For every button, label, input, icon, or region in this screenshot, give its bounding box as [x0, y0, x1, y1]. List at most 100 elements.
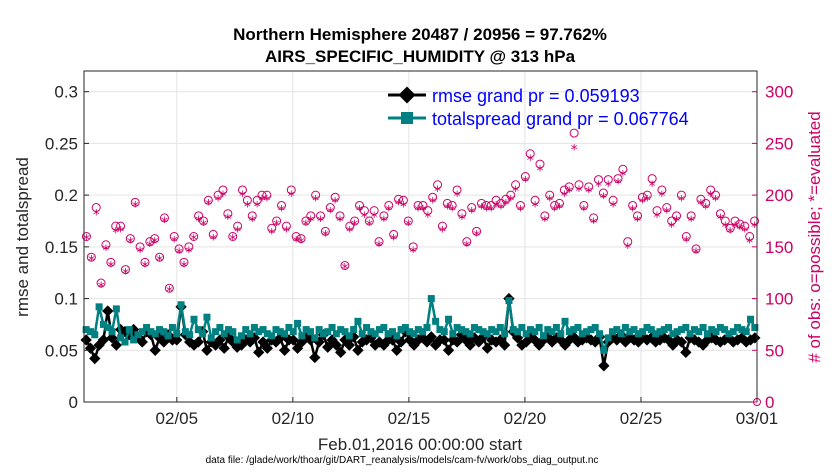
spread-point: [621, 324, 629, 332]
spread-point: [496, 324, 504, 332]
spread-point: [259, 326, 267, 334]
obs-possible-point: [701, 198, 711, 208]
obs-possible-point: [491, 195, 501, 205]
obs-possible-point: [613, 174, 623, 184]
obs-possible-point: [106, 257, 116, 267]
spread-point: [332, 330, 340, 338]
obs-possible-point: [486, 200, 496, 210]
obs-possible-point: [574, 180, 584, 190]
obs-possible-point: [291, 232, 301, 241]
left-axis-ticks: 0 0.05 0.1 0.15 0.2 0.25 0.3: [45, 83, 89, 412]
obs-possible-point: [589, 213, 599, 223]
obs-evaluated-point: *: [215, 193, 222, 209]
obs-evaluated-point: *: [219, 189, 226, 205]
rmse-point: [218, 342, 230, 354]
spread-point: [341, 328, 349, 336]
obs-possible-point: [179, 257, 189, 267]
chart-title-line1: Northern Hemisphere 20487 / 20956 = 97.7…: [233, 25, 607, 44]
chart-title-line2: AIRS_SPECIFIC_HUMIDITY @ 313 hPa: [265, 47, 576, 66]
obs-possible-point: [233, 221, 243, 231]
rmse-point: [464, 339, 476, 351]
obs-evaluated-point: *: [727, 225, 734, 241]
left-tick-label: 0.05: [45, 341, 78, 360]
obs-possible-point: [242, 195, 252, 205]
obs-possible-point: [584, 182, 594, 192]
obs-possible-point: [150, 234, 160, 244]
obs-evaluated-point: *: [83, 233, 90, 249]
obs-possible-point: [320, 226, 330, 236]
spread-point: [371, 330, 379, 338]
obs-possible-point: [735, 219, 745, 229]
rmse-point: [451, 336, 463, 348]
legend-rmse-label: rmse grand pr = 0.059193: [432, 86, 640, 106]
rmse-point: [287, 334, 299, 346]
obs-possible-point: [350, 216, 360, 226]
obs-possible-point: [111, 221, 121, 231]
obs-possible-point: [564, 182, 574, 192]
obs-evaluated-point: *: [561, 189, 568, 205]
obs-evaluated-point: *: [536, 163, 543, 179]
obs-possible-point: [520, 172, 530, 182]
right-tick-label: 100: [765, 290, 793, 309]
spread-point: [367, 328, 375, 336]
obs-evaluated-point: *: [551, 204, 558, 220]
obs-possible-point: [159, 213, 169, 223]
spread-point: [747, 315, 755, 323]
spread-point: [596, 330, 604, 338]
spread-point: [410, 330, 418, 338]
obs-possible-point: [189, 232, 199, 241]
spread-point: [363, 324, 371, 332]
spread-point: [401, 324, 409, 332]
spread-point: [91, 331, 99, 339]
obs-evaluated-point: *: [419, 204, 426, 220]
obs-possible-point: [237, 185, 247, 195]
obs-possible-point: [623, 237, 633, 247]
obs-evaluated-point: *: [224, 212, 231, 228]
spread-point: [639, 328, 647, 336]
obs-possible-point: [642, 190, 652, 200]
obs-evaluated-point: *: [146, 239, 153, 255]
spread-point: [246, 330, 254, 338]
spread-point: [319, 330, 327, 338]
obs-possible-point: [101, 240, 111, 250]
spread-point: [690, 326, 698, 334]
obs-evaluated-point: *: [137, 245, 144, 261]
obs-possible-point: [628, 200, 638, 210]
rmse-point: [352, 344, 364, 356]
spread-point: [285, 324, 293, 332]
spread-point: [475, 326, 483, 334]
spread-point: [380, 324, 388, 332]
x-tick-label: 02/25: [620, 409, 663, 428]
obs-evaluated-point: *: [580, 204, 587, 220]
spread-point: [613, 326, 621, 334]
obs-evaluated-point: *: [712, 193, 719, 209]
obs-evaluated-point: *: [356, 204, 363, 220]
spread-point: [470, 324, 478, 332]
obs-evaluated-point: *: [449, 204, 456, 220]
spread-point: [548, 328, 556, 336]
spread-point: [488, 326, 496, 334]
obs-evaluated-point: *: [644, 193, 651, 209]
spread-point: [544, 326, 552, 334]
obs-evaluated-point: *: [122, 267, 129, 283]
obs-possible-point: [218, 185, 228, 195]
spread-point: [125, 326, 133, 334]
spread-point: [358, 330, 366, 338]
obs-evaluated-point: *: [639, 195, 646, 211]
obs-possible-point: [408, 242, 418, 252]
spread-point: [134, 331, 142, 339]
x-tick-label: 03/01: [736, 409, 779, 428]
obs-evaluated-point: *: [488, 204, 495, 220]
spread-point: [505, 297, 513, 305]
obs-evaluated-point: *: [312, 193, 319, 209]
spread-point: [328, 324, 336, 332]
obs-evaluated-point: *: [200, 218, 207, 234]
spread-point: [574, 324, 582, 332]
obs-evaluated-point: *: [102, 243, 109, 259]
spread-point: [376, 326, 384, 334]
obs-possible-point: [398, 195, 408, 205]
obs-possible-point: [96, 278, 106, 288]
obs-possible-point: [618, 164, 628, 174]
obs-possible-point: [633, 211, 643, 221]
obs-evaluated-point: *: [429, 195, 436, 211]
